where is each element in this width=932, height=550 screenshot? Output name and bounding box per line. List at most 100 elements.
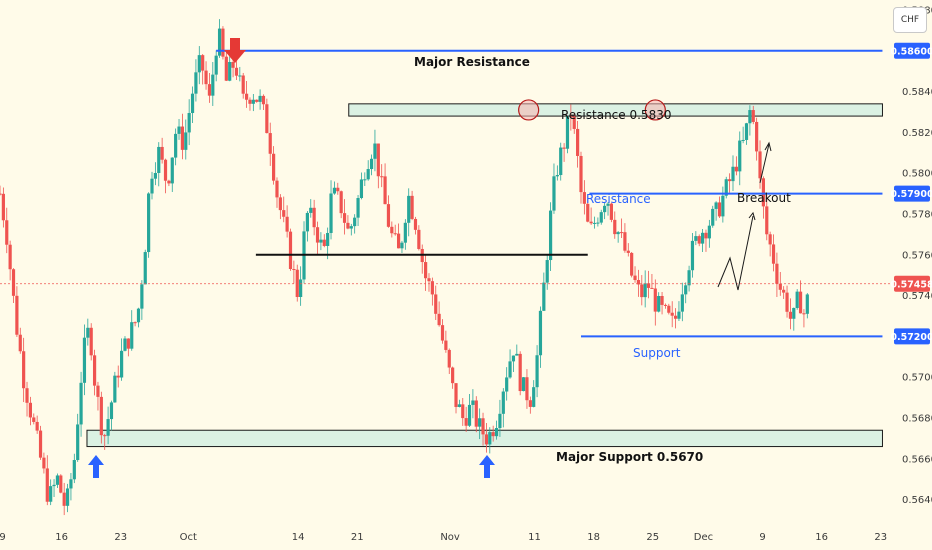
- candle-body: [738, 140, 742, 172]
- candle-body: [653, 288, 657, 312]
- candle-body: [207, 84, 212, 96]
- resistance-0583-label: Resistance 0.5830: [561, 108, 671, 122]
- candle-body: [136, 308, 141, 323]
- candle-body: [478, 418, 482, 427]
- candle-body: [342, 213, 347, 223]
- candle-body: [721, 195, 725, 217]
- candle-body: [332, 187, 337, 194]
- candle-body: [224, 56, 228, 81]
- candle-body: [190, 93, 195, 114]
- candle-body: [326, 232, 330, 246]
- candle-body: [474, 400, 478, 427]
- candle-body: [640, 284, 644, 298]
- x-tick-label: Dec: [694, 532, 713, 543]
- candle-body: [72, 460, 76, 480]
- breakout-arrowhead: [764, 141, 772, 152]
- price-axis: 0.56400 0.56600 0.56800 0.57000 0.57400 0.576…: [902, 6, 932, 507]
- candle-body: [35, 421, 39, 431]
- candle-body: [285, 216, 289, 232]
- y-tick-label: 0.58200: [902, 128, 932, 139]
- candle-body: [758, 151, 762, 179]
- currency-badge[interactable]: CHF: [893, 7, 927, 33]
- projection-arrowhead: [748, 211, 756, 221]
- candle-body: [241, 75, 245, 94]
- candle-body: [690, 240, 695, 271]
- candle-body: [194, 72, 198, 94]
- candle-body: [255, 99, 259, 102]
- x-tick-label: 14: [292, 532, 305, 543]
- candle-body: [45, 468, 49, 502]
- candle-body: [28, 402, 33, 418]
- time-axis: 9 16 23 Oct 14 21 Nov 11 18 25 Dec 9 16 23: [0, 532, 887, 543]
- candle-body: [275, 180, 279, 198]
- candle-body: [197, 55, 201, 73]
- candle-body: [444, 340, 448, 350]
- candle-body: [113, 375, 117, 403]
- candle-body: [525, 377, 529, 401]
- candle-body: [792, 307, 796, 319]
- candle-body: [153, 172, 157, 179]
- candle-body: [802, 313, 806, 315]
- candle-body: [359, 179, 364, 199]
- candle-body: [18, 334, 22, 352]
- candle-body: [413, 218, 418, 230]
- candle-body: [109, 402, 114, 420]
- candle-body: [42, 457, 46, 469]
- candle-body: [258, 95, 262, 102]
- x-tick-label: 9: [0, 532, 6, 543]
- x-tick-label: 21: [351, 532, 364, 543]
- candle-body: [292, 269, 296, 271]
- candle-body: [163, 159, 168, 181]
- candle-body: [96, 385, 100, 397]
- candle-body: [92, 355, 97, 386]
- candle-body: [714, 202, 718, 209]
- candle-body: [157, 146, 161, 173]
- candle-body: [687, 270, 691, 286]
- candle-body: [265, 104, 269, 134]
- candle-body: [204, 70, 208, 85]
- candle-body: [535, 355, 539, 388]
- candle-body: [782, 289, 786, 293]
- candle-body: [589, 221, 593, 224]
- candle-body: [505, 377, 509, 392]
- candle-body: [299, 279, 303, 298]
- candle-body: [319, 239, 323, 243]
- candle-body: [272, 153, 276, 181]
- candle-body: [403, 222, 407, 243]
- candle-body: [349, 226, 353, 229]
- candle-body: [481, 418, 485, 435]
- candle-body: [103, 435, 107, 437]
- down-arrow-icon: [224, 38, 246, 63]
- candle-body: [312, 207, 316, 228]
- candle-body: [65, 488, 70, 506]
- candle-body: [555, 175, 559, 177]
- price-tags: 0.58600 0.57900 0.57200 0.57458: [890, 42, 932, 345]
- candle-body: [734, 166, 738, 172]
- candle-body: [25, 388, 29, 403]
- candle-body: [309, 207, 313, 213]
- candle-body: [440, 325, 445, 341]
- candle-body: [673, 315, 678, 319]
- candle-body: [390, 226, 394, 234]
- x-tick-label: 9: [759, 532, 765, 543]
- candle-body: [76, 424, 80, 461]
- candle-body: [501, 391, 505, 414]
- candle-body: [1, 193, 5, 221]
- candle-body: [386, 204, 391, 227]
- candle-body: [768, 234, 772, 245]
- candle-body: [471, 400, 475, 405]
- candle-body: [150, 178, 154, 194]
- candle-body: [559, 147, 563, 176]
- candle-body: [261, 95, 266, 105]
- candle-body: [410, 195, 414, 219]
- candle-body: [251, 99, 255, 104]
- resistance-touch-marker: [644, 99, 666, 121]
- candle-body: [717, 202, 722, 217]
- candle-body: [592, 222, 597, 224]
- candle-body: [552, 176, 556, 211]
- candle-body: [123, 338, 127, 351]
- candle-body: [120, 350, 124, 378]
- candle-body: [15, 295, 19, 335]
- candle-body: [59, 475, 63, 493]
